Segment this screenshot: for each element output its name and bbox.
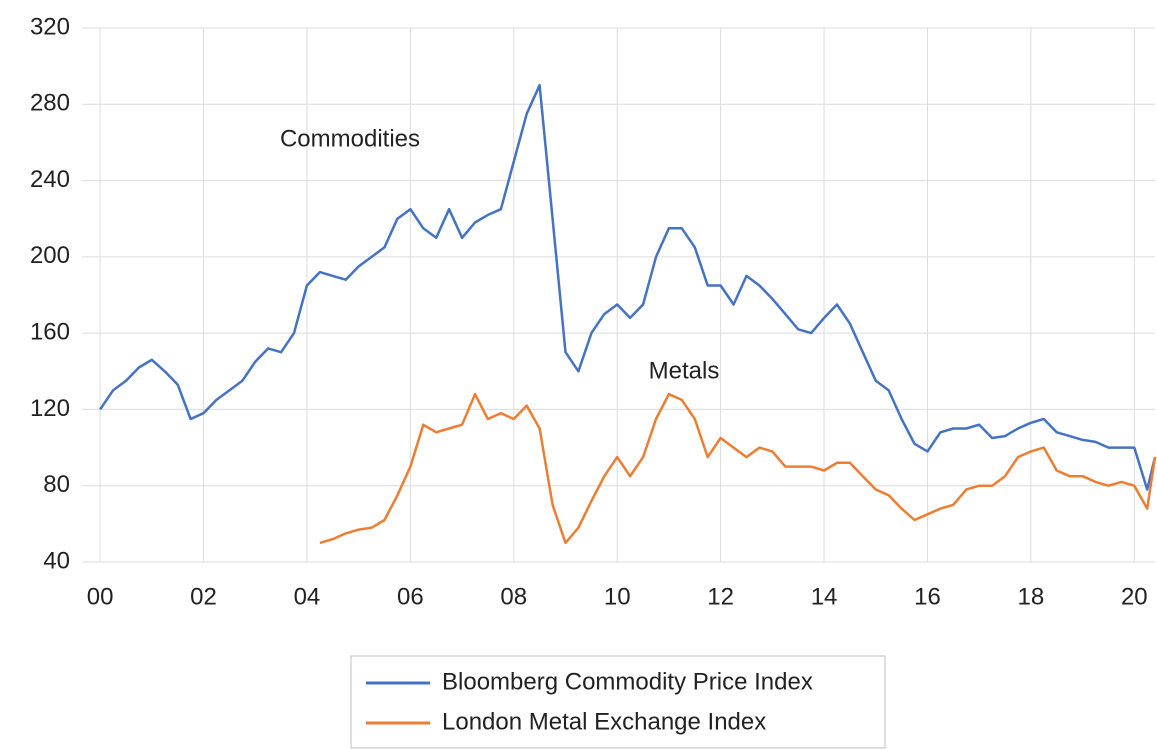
x-tick-label: 02 bbox=[190, 583, 217, 610]
legend-label: London Metal Exchange Index bbox=[442, 708, 766, 735]
annotation: Commodities bbox=[280, 125, 420, 152]
series-line bbox=[319, 392, 1157, 545]
x-tick-label: 14 bbox=[811, 583, 838, 610]
y-tick-label: 280 bbox=[30, 90, 70, 117]
legend-label: Bloomberg Commodity Price Index bbox=[442, 668, 813, 695]
x-tick-label: 18 bbox=[1018, 583, 1045, 610]
x-tick-label: 06 bbox=[397, 583, 424, 610]
series-line bbox=[99, 83, 1157, 491]
x-tick-label: 08 bbox=[500, 583, 527, 610]
annotation: Metals bbox=[649, 357, 720, 384]
y-tick-label: 40 bbox=[43, 547, 70, 574]
y-tick-label: 200 bbox=[30, 242, 70, 269]
x-tick-label: 20 bbox=[1121, 583, 1148, 610]
y-tick-label: 80 bbox=[43, 471, 70, 498]
y-tick-label: 120 bbox=[30, 395, 70, 422]
x-tick-label: 00 bbox=[87, 583, 114, 610]
x-tick-label: 12 bbox=[707, 583, 734, 610]
y-tick-label: 160 bbox=[30, 318, 70, 345]
y-tick-label: 240 bbox=[30, 166, 70, 193]
legend-box bbox=[350, 655, 886, 749]
x-tick-label: 10 bbox=[604, 583, 631, 610]
x-tick-label: 16 bbox=[914, 583, 941, 610]
x-tick-label: 04 bbox=[294, 583, 321, 610]
y-tick-label: 320 bbox=[30, 13, 70, 40]
